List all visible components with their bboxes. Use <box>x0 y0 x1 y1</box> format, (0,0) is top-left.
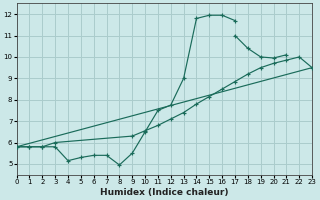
X-axis label: Humidex (Indice chaleur): Humidex (Indice chaleur) <box>100 188 228 197</box>
